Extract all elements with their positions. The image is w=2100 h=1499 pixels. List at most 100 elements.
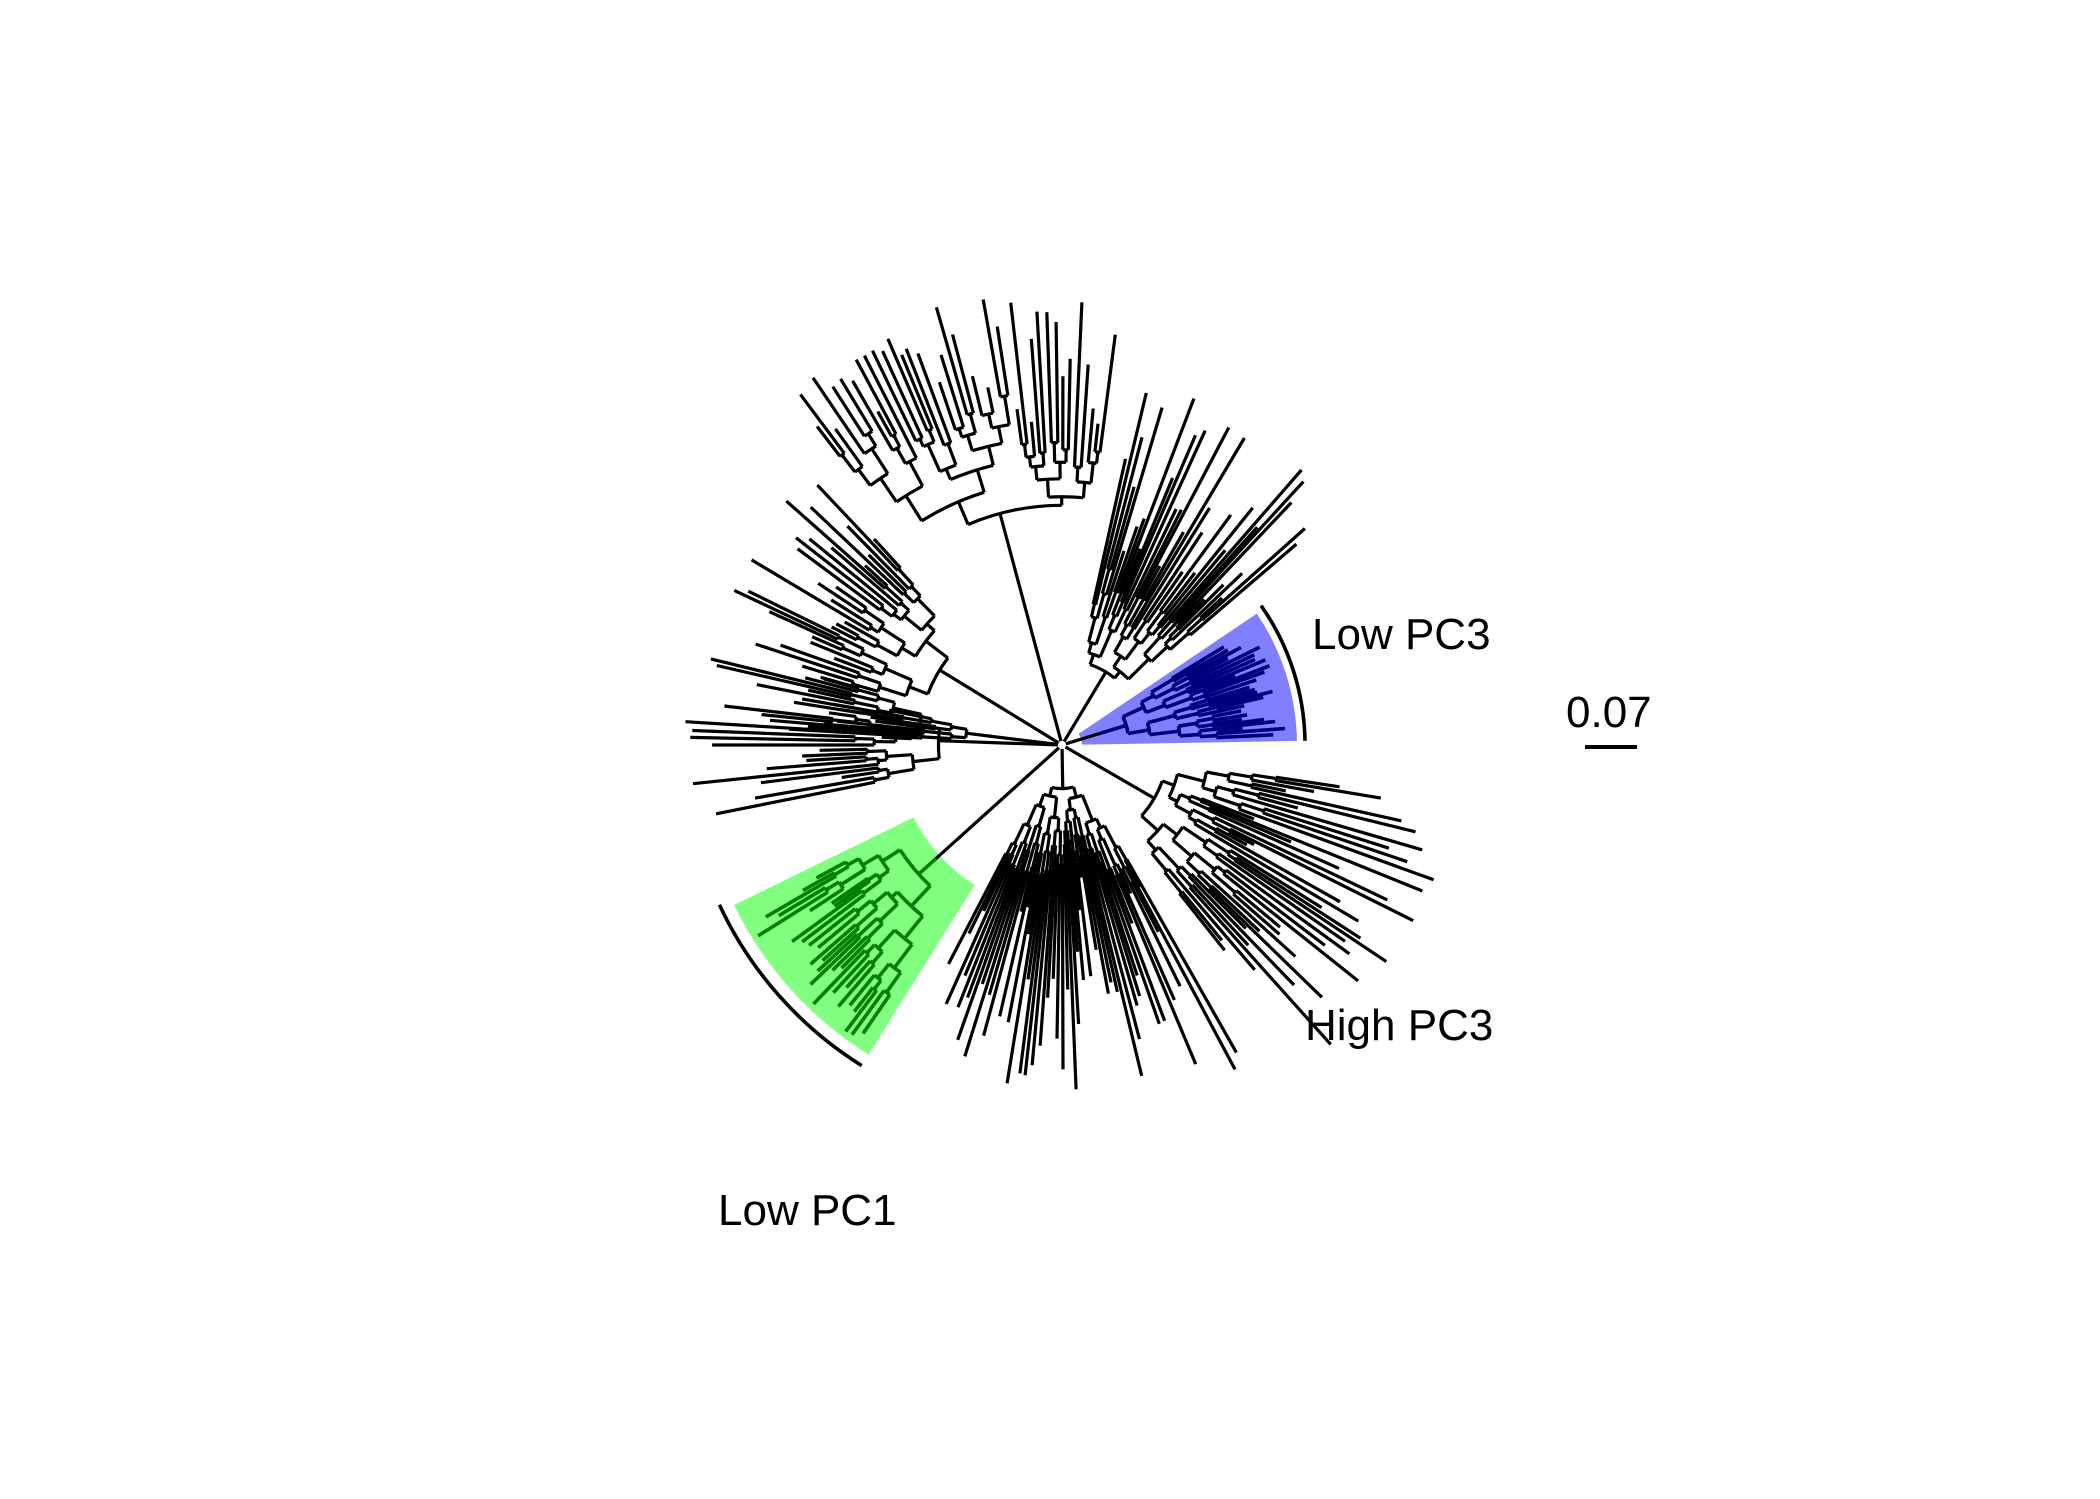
internal-branch — [903, 614, 923, 632]
internal-branch — [1063, 830, 1067, 845]
tip-branch — [806, 755, 867, 763]
tip-branch — [1263, 807, 1390, 850]
tip-branch — [966, 867, 1018, 999]
internal-branch — [863, 608, 885, 625]
node-arc — [1196, 870, 1203, 876]
internal-branch — [1091, 671, 1108, 695]
internal-branch — [951, 725, 968, 731]
tip-branch — [1087, 847, 1142, 1040]
node-arc — [1149, 691, 1157, 699]
tip-branch — [848, 973, 876, 1007]
node-arc — [1187, 808, 1195, 819]
clade-branches — [757, 645, 1286, 1036]
internal-branch — [858, 674, 882, 685]
node-arc — [1231, 788, 1236, 796]
internal-branch — [1168, 627, 1179, 639]
tip-branch — [963, 849, 1031, 1057]
internal-branch — [1150, 645, 1169, 663]
tip-branch — [1015, 408, 1024, 446]
node-arc — [1085, 817, 1098, 825]
node-arc — [961, 431, 976, 439]
node-arc — [1145, 722, 1152, 735]
internal-branch — [1040, 850, 1048, 874]
internal-branch — [899, 602, 911, 612]
tip-branch — [1178, 892, 1226, 952]
node-arc — [1092, 602, 1097, 607]
internal-branch — [1072, 850, 1078, 864]
internal-branch — [1067, 798, 1072, 810]
internal-branch — [987, 445, 995, 466]
tip-branch — [692, 762, 879, 786]
tip-branch — [830, 876, 870, 905]
node-arc — [1000, 394, 1009, 399]
tip-branch — [807, 688, 856, 702]
internal-branch — [871, 950, 884, 965]
internal-branch — [1089, 832, 1099, 853]
node-arc — [1080, 833, 1084, 838]
node-arc — [1021, 840, 1027, 845]
tip-branch — [1009, 302, 1029, 445]
node-arc — [1249, 783, 1254, 788]
internal-branch — [885, 971, 903, 994]
node-arc — [858, 648, 866, 657]
tip-branch — [1123, 859, 1142, 888]
node-arc — [904, 456, 918, 466]
node-arc — [875, 873, 883, 882]
tip-branch — [690, 735, 856, 743]
node-arc — [1030, 464, 1045, 469]
internal-branch — [1112, 655, 1123, 668]
tip-branch — [1132, 507, 1211, 630]
tip-branch — [1115, 863, 1133, 895]
tip-branch — [1217, 852, 1346, 943]
node-arc — [873, 973, 883, 982]
node-arc — [1273, 776, 1278, 781]
tip-branch — [830, 546, 901, 607]
internal-branch — [895, 447, 907, 465]
tip-branch — [1108, 867, 1134, 924]
node-arc — [904, 679, 914, 697]
tip-branch — [1203, 664, 1271, 693]
internal-branch — [1039, 832, 1047, 853]
internal-branch — [888, 767, 915, 776]
tip-branch — [1018, 869, 1048, 1074]
internal-branch — [1123, 597, 1140, 625]
tip-branch — [1078, 855, 1098, 951]
internal-branch — [951, 735, 966, 740]
internal-branch — [856, 636, 877, 649]
internal-branch — [1103, 825, 1118, 849]
internal-branch — [1173, 705, 1192, 715]
node-arc — [1140, 597, 1146, 603]
internal-branch — [1034, 466, 1039, 481]
tip-branch — [1109, 486, 1136, 571]
tip-branch — [1106, 436, 1144, 570]
internal-branch — [1105, 591, 1118, 619]
internal-branch — [1072, 786, 1078, 798]
internal-branch — [897, 568, 915, 587]
node-arc — [1076, 480, 1092, 485]
internal-branch — [998, 513, 1007, 533]
internal-branch — [1052, 442, 1057, 463]
internal-branch — [1003, 395, 1011, 425]
node-arc — [893, 728, 898, 742]
tip-branch — [1186, 645, 1242, 679]
tip-branch — [939, 354, 966, 428]
tip-branch — [1023, 869, 1050, 1076]
internal-branch — [857, 916, 879, 937]
node-arc — [971, 441, 1003, 453]
node-arc — [1025, 454, 1035, 459]
internal-branch — [857, 468, 872, 487]
internal-branch — [866, 432, 878, 447]
internal-branch — [1025, 842, 1037, 872]
internal-branch — [1099, 723, 1127, 736]
internal-branch — [1094, 851, 1101, 863]
tip-branch — [1130, 880, 1160, 933]
node-arc — [916, 713, 924, 736]
tip-branch — [1199, 799, 1423, 893]
tip-branch — [1073, 834, 1083, 878]
node-arc — [1088, 651, 1101, 659]
node-arc — [1161, 700, 1168, 709]
internal-branch — [1207, 837, 1230, 855]
tip-branch — [1062, 844, 1070, 990]
internal-branch — [1081, 482, 1087, 498]
internal-branch — [834, 865, 850, 876]
